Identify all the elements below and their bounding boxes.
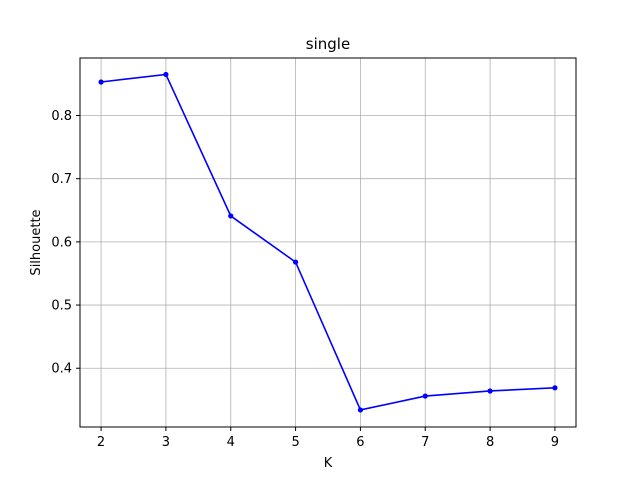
data-point xyxy=(98,79,104,85)
grid xyxy=(80,58,576,427)
ticks-layer: 2 3 4 5 6 7 8 9 0.4 0.5 0.6 0.7 0.8 xyxy=(51,109,559,450)
data-point xyxy=(487,388,493,394)
data-point xyxy=(228,213,234,219)
data-point xyxy=(552,385,558,391)
x-tick-label: 6 xyxy=(356,435,364,450)
x-tick-label: 7 xyxy=(421,435,429,450)
y-axis-label: Silhouette xyxy=(29,209,44,275)
y-tick-label: 0.7 xyxy=(51,172,72,187)
x-tick-label: 2 xyxy=(97,435,105,450)
x-tick-label: 5 xyxy=(291,435,299,450)
x-tick-label: 8 xyxy=(486,435,494,450)
y-tick-label: 0.8 xyxy=(51,109,72,124)
x-tick-label: 3 xyxy=(162,435,170,450)
y-tick-label: 0.6 xyxy=(51,235,72,250)
chart-title: single xyxy=(306,35,350,53)
data-point xyxy=(163,71,169,78)
data-point xyxy=(357,407,364,413)
data-point xyxy=(422,393,428,399)
series-line xyxy=(100,73,555,411)
plot-frame xyxy=(79,57,577,428)
data-point xyxy=(292,259,299,265)
x-tick-label: 9 xyxy=(551,435,559,450)
y-tick-label: 0.4 xyxy=(51,362,72,377)
series-layer xyxy=(98,71,558,413)
y-tick-label: 0.5 xyxy=(51,299,72,314)
x-axis-label: K xyxy=(324,456,333,471)
x-tick-label: 4 xyxy=(227,435,235,450)
